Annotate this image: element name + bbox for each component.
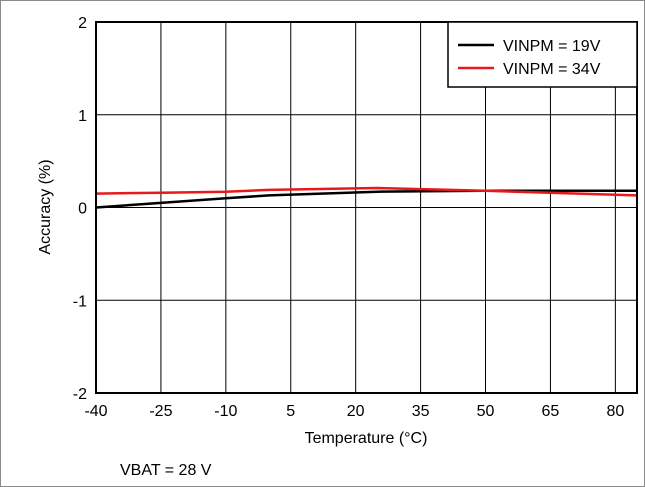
legend-label-vinpm-34v: VINPM = 34V (503, 61, 601, 78)
x-axis-title: Temperature (°C) (305, 430, 428, 447)
series-lines (95, 186, 638, 209)
x-tick-label: 35 (412, 403, 430, 420)
y-tick-label: 1 (78, 108, 87, 125)
x-tick-label: 65 (542, 403, 560, 420)
x-tick-label: -40 (84, 403, 107, 420)
y-tick-label: -2 (73, 386, 87, 403)
legend-label-vinpm-19v: VINPM = 19V (503, 38, 601, 55)
y-tick-label: -1 (73, 293, 87, 310)
condition-note: VBAT = 28 V (120, 462, 212, 479)
y-tick-label: 0 (78, 201, 87, 218)
legend-box (447, 21, 638, 88)
plot-border (95, 21, 638, 394)
x-tick-label: 5 (286, 403, 295, 420)
x-tick-label: -10 (214, 403, 237, 420)
legend: VINPM = 19V VINPM = 34V (447, 21, 638, 88)
x-tick-label: 50 (477, 403, 495, 420)
series-line-vinpm-34v (95, 186, 638, 197)
x-tick-label: 20 (347, 403, 365, 420)
x-tick-label: 80 (606, 403, 624, 420)
y-axis-title: Accuracy (%) (37, 159, 54, 254)
x-tick-label: -25 (149, 403, 172, 420)
y-tick-label: 2 (78, 15, 87, 32)
